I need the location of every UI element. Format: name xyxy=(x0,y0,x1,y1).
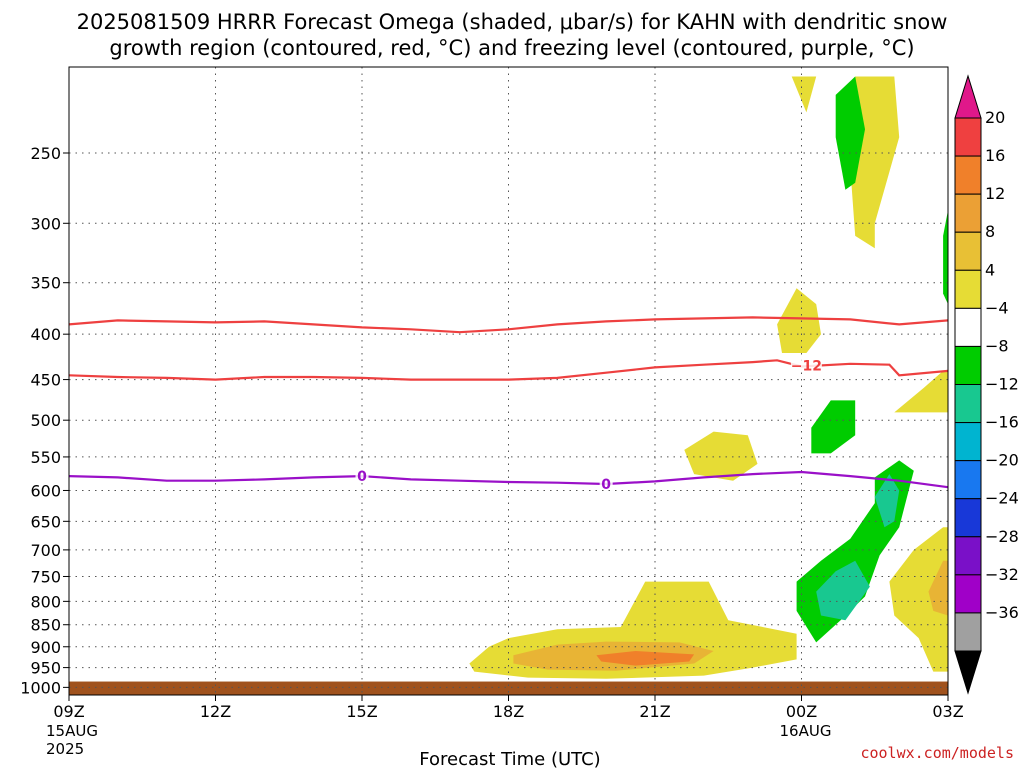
colorbar-tick-13: −36 xyxy=(985,603,1019,622)
y-tick-label-250: 250 xyxy=(30,144,61,163)
y-tick-label-1000: 1000 xyxy=(20,678,61,697)
colorbar-segment-11 xyxy=(954,536,982,576)
contour-line-2 xyxy=(68,470,949,489)
x-tick-label-12Z: 12Z xyxy=(200,702,231,721)
chart-subtitle: growth region (contoured, red, °C) and f… xyxy=(109,36,914,60)
y-tick-label-700: 700 xyxy=(30,541,61,560)
omega-region-12 xyxy=(943,210,948,305)
colorbar-tick-8: −16 xyxy=(985,413,1019,432)
colorbar-tick-3: 8 xyxy=(985,222,995,241)
colorbar-tick-10: −24 xyxy=(985,489,1019,508)
contour-label-bg-2 xyxy=(599,475,613,490)
omega-region-10 xyxy=(835,76,865,190)
colorbar-tick-11: −28 xyxy=(985,527,1019,546)
colorbar-tick-4: 4 xyxy=(985,260,995,279)
colorbar-top-arrow xyxy=(954,74,982,119)
contour-label-bg-1 xyxy=(355,468,369,483)
y-tick-label-600: 600 xyxy=(30,481,61,500)
colorbar-segment-8 xyxy=(954,422,982,462)
contour-line-0 xyxy=(68,359,949,381)
colorbar-segment-9 xyxy=(954,460,982,500)
omega-region-7 xyxy=(894,370,948,413)
colorbar-segment-12 xyxy=(954,574,982,614)
colorbar-segment-0 xyxy=(954,117,982,157)
y-tick-label-850: 850 xyxy=(30,616,61,635)
colorbar-tick-0: 20 xyxy=(985,108,1005,127)
contour-label-0: −12 xyxy=(791,359,822,375)
omega-shading xyxy=(69,76,948,695)
x-date-label-15AUG: 15AUG xyxy=(46,722,98,740)
y-tick-label-500: 500 xyxy=(30,411,61,430)
omega-region-4 xyxy=(777,288,821,353)
omega-region-5 xyxy=(791,76,817,113)
colorbar-tick-2: 12 xyxy=(985,184,1005,203)
contour-label-2: 0 xyxy=(601,477,611,493)
omega-region-2 xyxy=(596,651,695,666)
colorbar: 20 16 12 8 4 −4 −8 −12 −16 −20 −24 −28 −32 −36 xyxy=(954,74,1019,695)
y-tick-label-650: 650 xyxy=(30,512,61,531)
colorbar-tick-5: −4 xyxy=(985,298,1009,317)
x-year-label: 2025 xyxy=(46,740,84,758)
omega-region-3 xyxy=(684,431,758,481)
contour-label-1: 0 xyxy=(357,469,367,485)
y-tick-label-550: 550 xyxy=(30,448,61,467)
colorbar-tick-6: −8 xyxy=(985,336,1009,355)
colorbar-segment-1 xyxy=(954,155,982,195)
omega-region-8 xyxy=(889,527,948,672)
plot-area: −12 0 0 xyxy=(68,66,949,696)
colorbar-segment-7 xyxy=(954,384,982,424)
x-date-label-16AUG: 16AUG xyxy=(780,722,832,740)
y-axis: 250 300 350 400 450 500 550 600 650 700 750 800 850 9… xyxy=(20,144,69,697)
colorbar-segment-2 xyxy=(954,193,982,233)
y-tick-label-350: 350 xyxy=(30,274,61,293)
colorbar-bottom-arrow xyxy=(954,650,982,695)
colorbar-segment-3 xyxy=(954,231,982,271)
x-tick-label-09Z: 09Z xyxy=(53,702,84,721)
x-tick-label-21Z: 21Z xyxy=(639,702,670,721)
omega-region-14 xyxy=(816,560,870,621)
x-axis-title: Forecast Time (UTC) xyxy=(419,749,600,768)
omega-region-15 xyxy=(874,474,900,528)
y-tick-label-900: 900 xyxy=(30,638,61,657)
y-tick-label-750: 750 xyxy=(30,567,61,586)
credit-text: coolwx.com/models xyxy=(860,744,1014,762)
chart-title: 2025081509 HRRR Forecast Omega (shaded, … xyxy=(77,10,948,34)
ground-fill xyxy=(69,681,948,695)
colorbar-tick-12: −32 xyxy=(985,565,1019,584)
x-tick-label-03Z: 03Z xyxy=(932,702,963,721)
colorbar-segment-13 xyxy=(954,612,982,652)
colorbar-segment-5 xyxy=(954,307,982,347)
y-tick-label-450: 450 xyxy=(30,371,61,390)
grid xyxy=(69,67,948,695)
contour-line-1 xyxy=(68,316,949,334)
colorbar-segment-10 xyxy=(954,498,982,538)
y-tick-label-400: 400 xyxy=(30,325,61,344)
contours: −12 0 0 xyxy=(68,316,949,493)
y-tick-label-300: 300 xyxy=(30,214,61,233)
colorbar-tick-9: −20 xyxy=(985,451,1019,470)
x-tick-label-15Z: 15Z xyxy=(346,702,377,721)
colorbar-segment-4 xyxy=(954,269,982,309)
colorbar-tick-1: 16 xyxy=(985,146,1005,165)
colorbar-tick-7: −12 xyxy=(985,375,1019,394)
y-tick-label-950: 950 xyxy=(30,659,61,678)
omega-region-9 xyxy=(928,560,948,616)
omega-region-11 xyxy=(811,400,856,454)
y-tick-label-800: 800 xyxy=(30,592,61,611)
colorbar-segment-6 xyxy=(954,345,982,385)
x-tick-label-00Z: 00Z xyxy=(786,702,817,721)
x-tick-label-18Z: 18Z xyxy=(493,702,524,721)
contour-label-bg-0 xyxy=(790,357,822,372)
